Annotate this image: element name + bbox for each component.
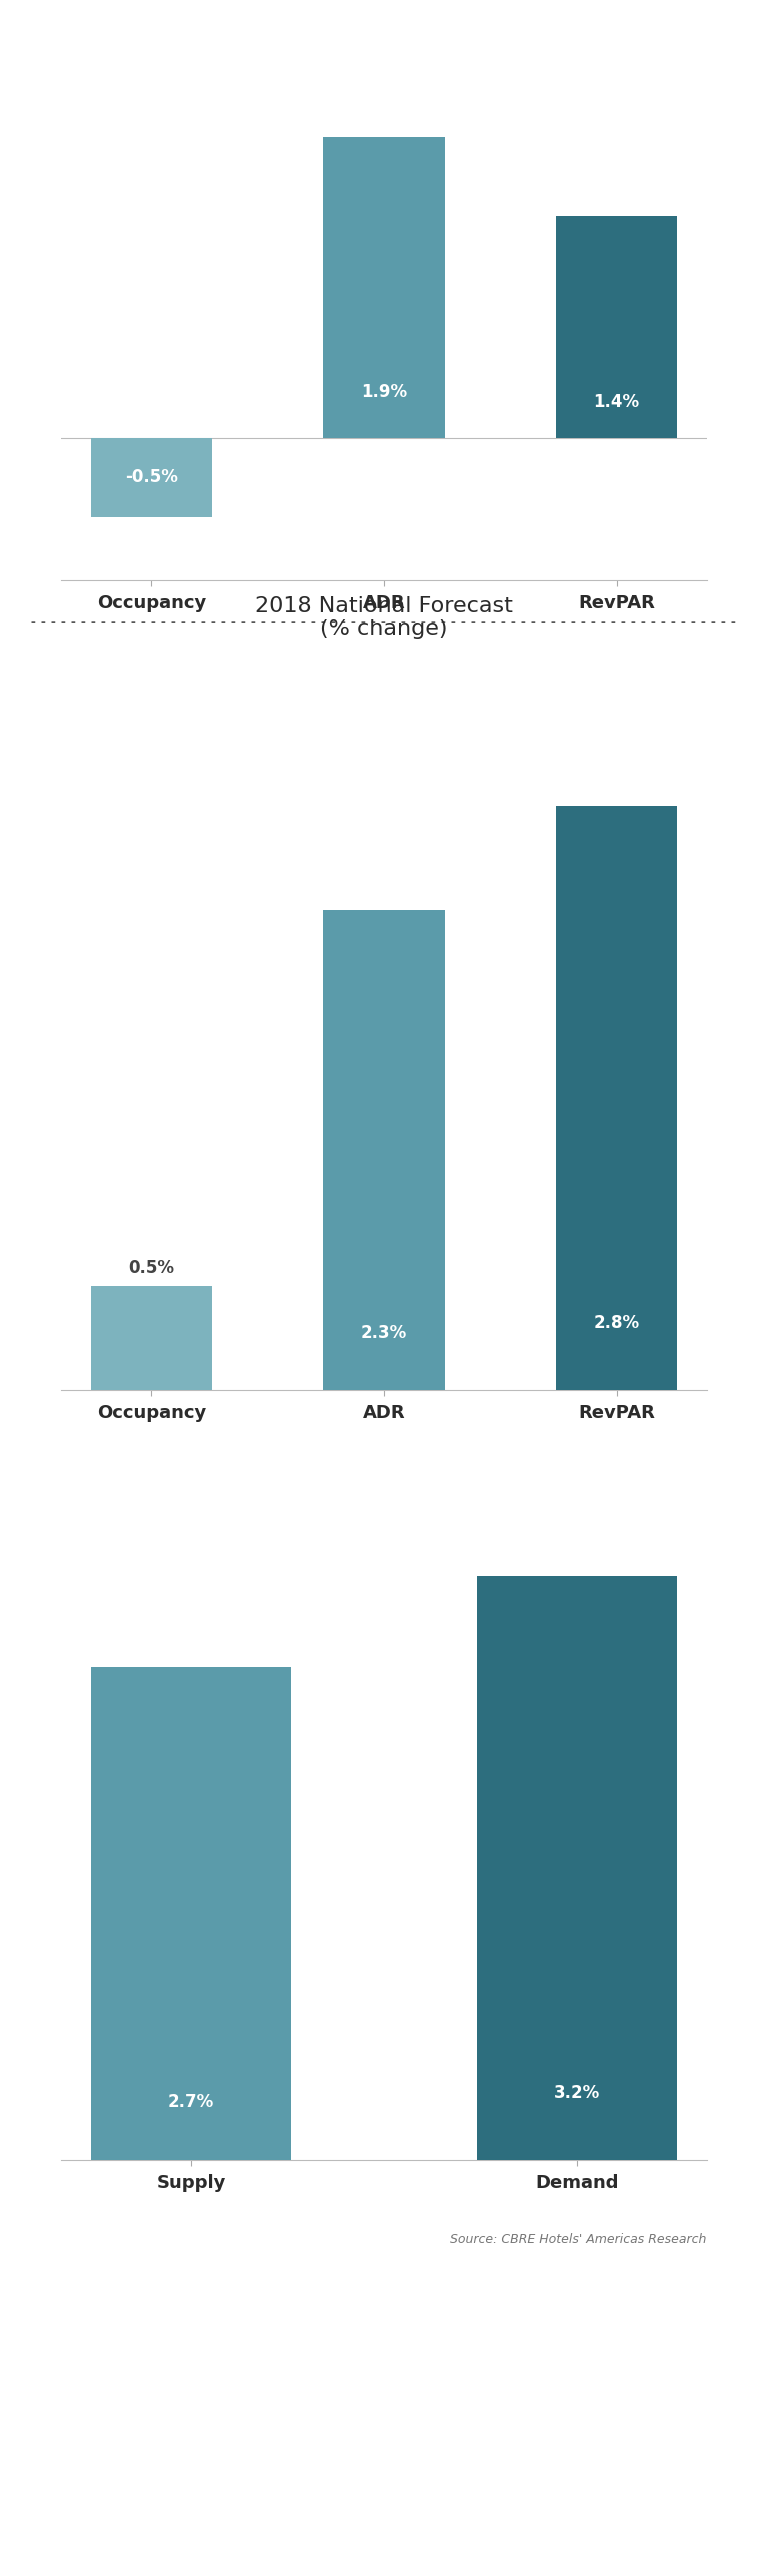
Bar bbox=[323, 910, 445, 1390]
Text: Source: CBRE Hotels' Americas Research: Source: CBRE Hotels' Americas Research bbox=[450, 2233, 707, 2246]
Bar bbox=[91, 1285, 212, 1390]
Text: 0.5%: 0.5% bbox=[128, 1260, 174, 1278]
Bar bbox=[477, 1576, 677, 2159]
Text: 3.2%: 3.2% bbox=[554, 2082, 600, 2103]
Text: 1.4%: 1.4% bbox=[594, 393, 640, 411]
Bar bbox=[323, 135, 445, 437]
Text: -0.5%: -0.5% bbox=[125, 468, 177, 485]
Text: 2.3%: 2.3% bbox=[361, 1323, 407, 1341]
Bar bbox=[91, 437, 212, 516]
Bar bbox=[556, 805, 677, 1390]
Text: 1.9%: 1.9% bbox=[361, 383, 407, 401]
Bar bbox=[91, 1668, 291, 2159]
Text: 2.7%: 2.7% bbox=[168, 2093, 214, 2110]
Text: Source: STR: Source: STR bbox=[631, 659, 707, 672]
Title: 2018 National Forecast
(% change): 2018 National Forecast (% change) bbox=[255, 595, 513, 639]
Text: 2.8%: 2.8% bbox=[594, 1313, 640, 1331]
Bar bbox=[556, 215, 677, 437]
